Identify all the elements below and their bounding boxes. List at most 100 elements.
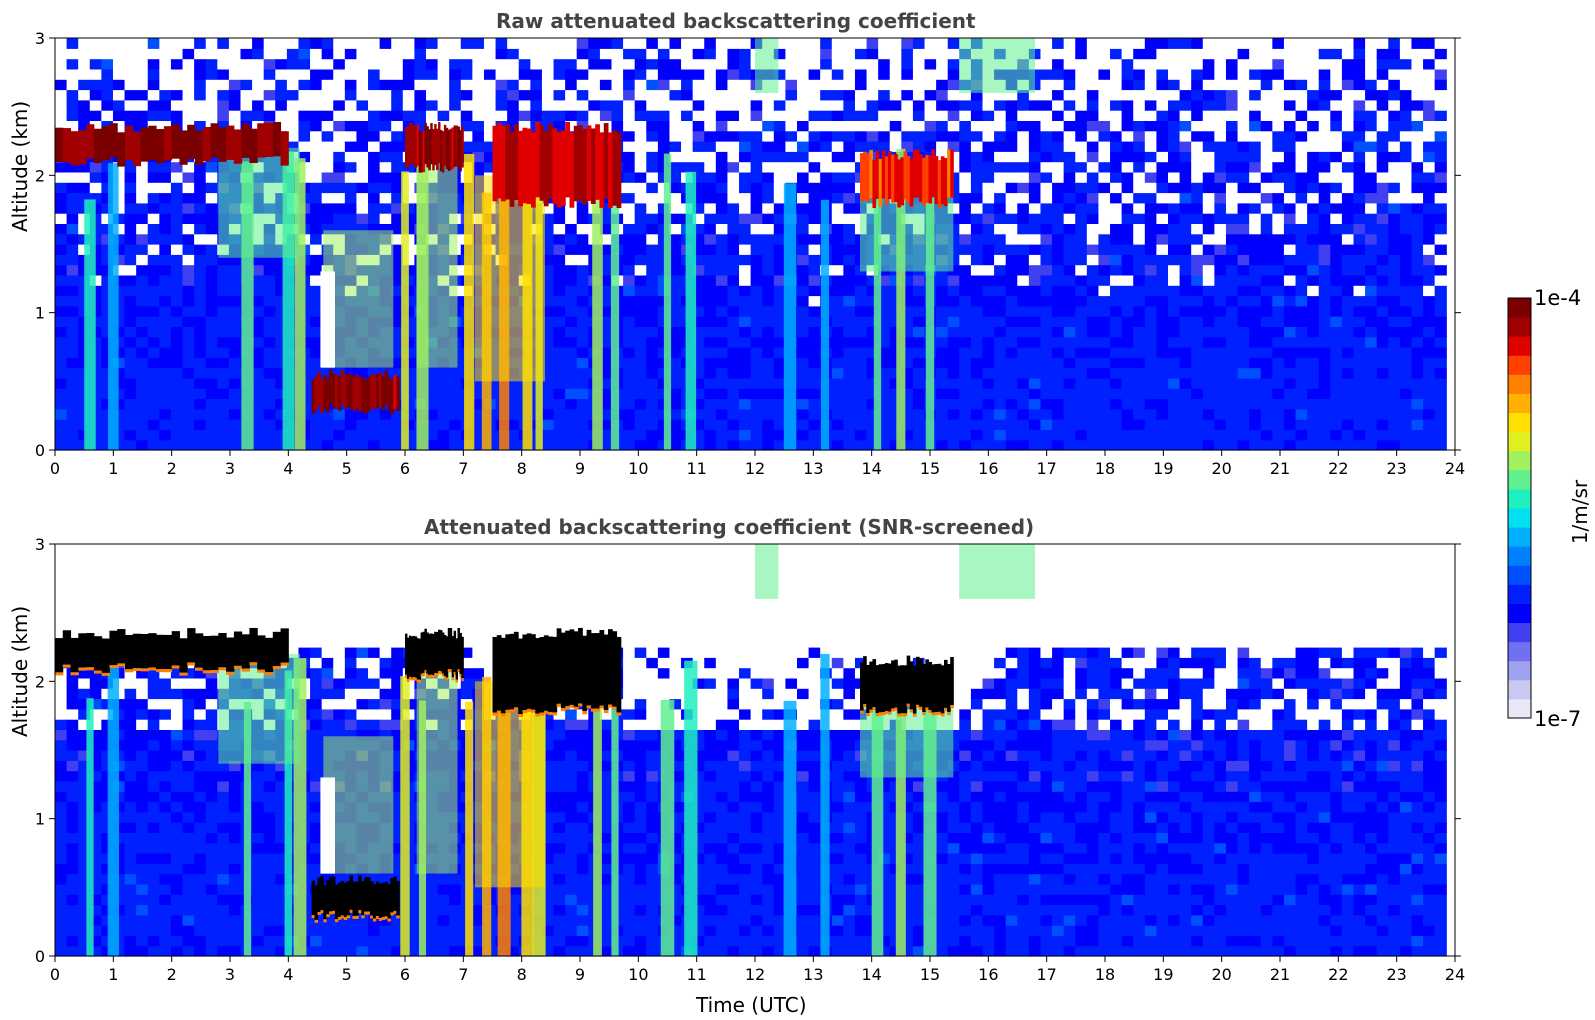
- heatmap-cell: [356, 223, 369, 235]
- cloud-layer-segment: [434, 123, 437, 166]
- heatmap-cell: [437, 120, 450, 132]
- heatmap-cell: [391, 264, 404, 276]
- heatmap-cell: [762, 285, 775, 297]
- heatmap-cell: [982, 202, 995, 214]
- heatmap-cell: [275, 388, 288, 400]
- heatmap-cell: [1086, 79, 1100, 91]
- heatmap-cell: [194, 429, 207, 441]
- heatmap-cell: [634, 58, 647, 70]
- heatmap-cell: [437, 58, 450, 70]
- column-streak: [925, 164, 935, 450]
- heatmap-cell: [391, 439, 404, 451]
- heatmap-cell: [1202, 305, 1215, 317]
- heatmap-cell: [1133, 326, 1146, 338]
- heatmap-cell: [228, 336, 242, 348]
- heatmap-cell: [1272, 295, 1285, 307]
- heatmap-cell: [1411, 357, 1424, 369]
- heatmap-cell: [147, 264, 160, 276]
- heatmap-cell: [194, 244, 207, 255]
- heatmap-cell: [1399, 429, 1413, 441]
- heatmap-cell: [1249, 377, 1262, 389]
- heatmap-cell: [472, 68, 485, 80]
- cloud-layer-segment: [616, 132, 622, 209]
- heatmap-cell: [599, 223, 613, 235]
- heatmap-cell: [1376, 295, 1389, 307]
- heatmap-cell: [588, 99, 601, 111]
- heatmap-cell: [1086, 357, 1100, 369]
- heatmap-cell: [402, 429, 416, 441]
- heatmap-cell: [217, 264, 230, 276]
- heatmap-cell: [1307, 357, 1320, 369]
- heatmap-cell: [901, 439, 914, 451]
- heatmap-cell: [692, 182, 705, 194]
- heatmap-cell: [1121, 38, 1134, 49]
- heatmap-cell: [1365, 151, 1378, 163]
- heatmap-cell: [1214, 110, 1227, 121]
- heatmap-cell: [252, 357, 265, 369]
- cloud-layer-segment: [897, 159, 901, 208]
- heatmap-cell: [831, 171, 844, 183]
- heatmap-cell: [1341, 120, 1355, 132]
- heatmap-cell: [101, 377, 114, 389]
- heatmap-cell: [866, 38, 879, 49]
- heatmap-cell: [1202, 419, 1215, 430]
- heatmap-cell: [124, 79, 137, 91]
- heatmap-cell: [692, 285, 705, 297]
- heatmap-cell: [275, 89, 288, 101]
- heatmap-cell: [681, 141, 694, 152]
- heatmap-cell: [785, 79, 798, 91]
- heatmap-cell: [402, 408, 416, 420]
- heatmap-cell: [692, 264, 705, 276]
- heatmap-cell: [391, 202, 404, 214]
- heatmap-cell: [889, 439, 902, 451]
- heatmap-cell: [1399, 244, 1413, 255]
- heatmap-cell: [1144, 202, 1158, 214]
- heatmap-cell: [205, 326, 218, 338]
- heatmap-cell: [1399, 68, 1413, 80]
- heatmap-cell: [820, 68, 833, 80]
- heatmap-cell: [982, 223, 995, 235]
- heatmap-cell: [576, 110, 589, 121]
- heatmap-cell: [449, 377, 462, 389]
- heatmap-cell: [55, 79, 68, 91]
- heatmap-cell: [1272, 99, 1285, 111]
- heatmap-cell: [646, 89, 659, 101]
- heatmap-cell: [994, 419, 1007, 430]
- heatmap-cell: [1376, 233, 1389, 245]
- heatmap-cell: [217, 68, 230, 80]
- heatmap-cell: [808, 254, 821, 266]
- heatmap-cell: [217, 347, 230, 358]
- heatmap-cell: [994, 213, 1007, 224]
- heatmap-cell: [553, 120, 566, 132]
- heatmap-cell: [495, 99, 508, 111]
- heatmap-cell: [1214, 254, 1227, 266]
- heatmap-cell: [1063, 58, 1076, 70]
- heatmap-cell: [205, 161, 218, 173]
- heatmap-cell: [1191, 213, 1204, 224]
- heatmap-cell: [634, 68, 647, 80]
- heatmap-cell: [101, 357, 114, 369]
- heatmap-cell: [1341, 388, 1355, 400]
- heatmap-cell: [1086, 99, 1100, 111]
- heatmap-cell: [715, 151, 729, 163]
- heatmap-cell: [994, 223, 1007, 235]
- heatmap-cell: [1063, 285, 1076, 297]
- heatmap-cell: [89, 398, 102, 410]
- heatmap-cell: [1376, 38, 1389, 49]
- heatmap-cell: [1237, 408, 1250, 420]
- heatmap-cell: [472, 38, 485, 49]
- heatmap-cell: [669, 408, 682, 420]
- heatmap-cell: [1341, 295, 1355, 307]
- heatmap-cell: [217, 398, 230, 410]
- heatmap-cell: [1237, 264, 1250, 276]
- heatmap-cell: [1191, 429, 1204, 441]
- heatmap-cell: [228, 285, 242, 297]
- cloud-layer-segment: [148, 125, 157, 161]
- heatmap-cell: [808, 274, 821, 286]
- heatmap-cell: [1005, 223, 1018, 235]
- heatmap-cell: [1318, 99, 1331, 111]
- heatmap-cell: [1098, 192, 1111, 204]
- heatmap-cell: [1168, 264, 1181, 276]
- heatmap-cell: [1249, 161, 1262, 173]
- heatmap-cell: [1098, 388, 1111, 400]
